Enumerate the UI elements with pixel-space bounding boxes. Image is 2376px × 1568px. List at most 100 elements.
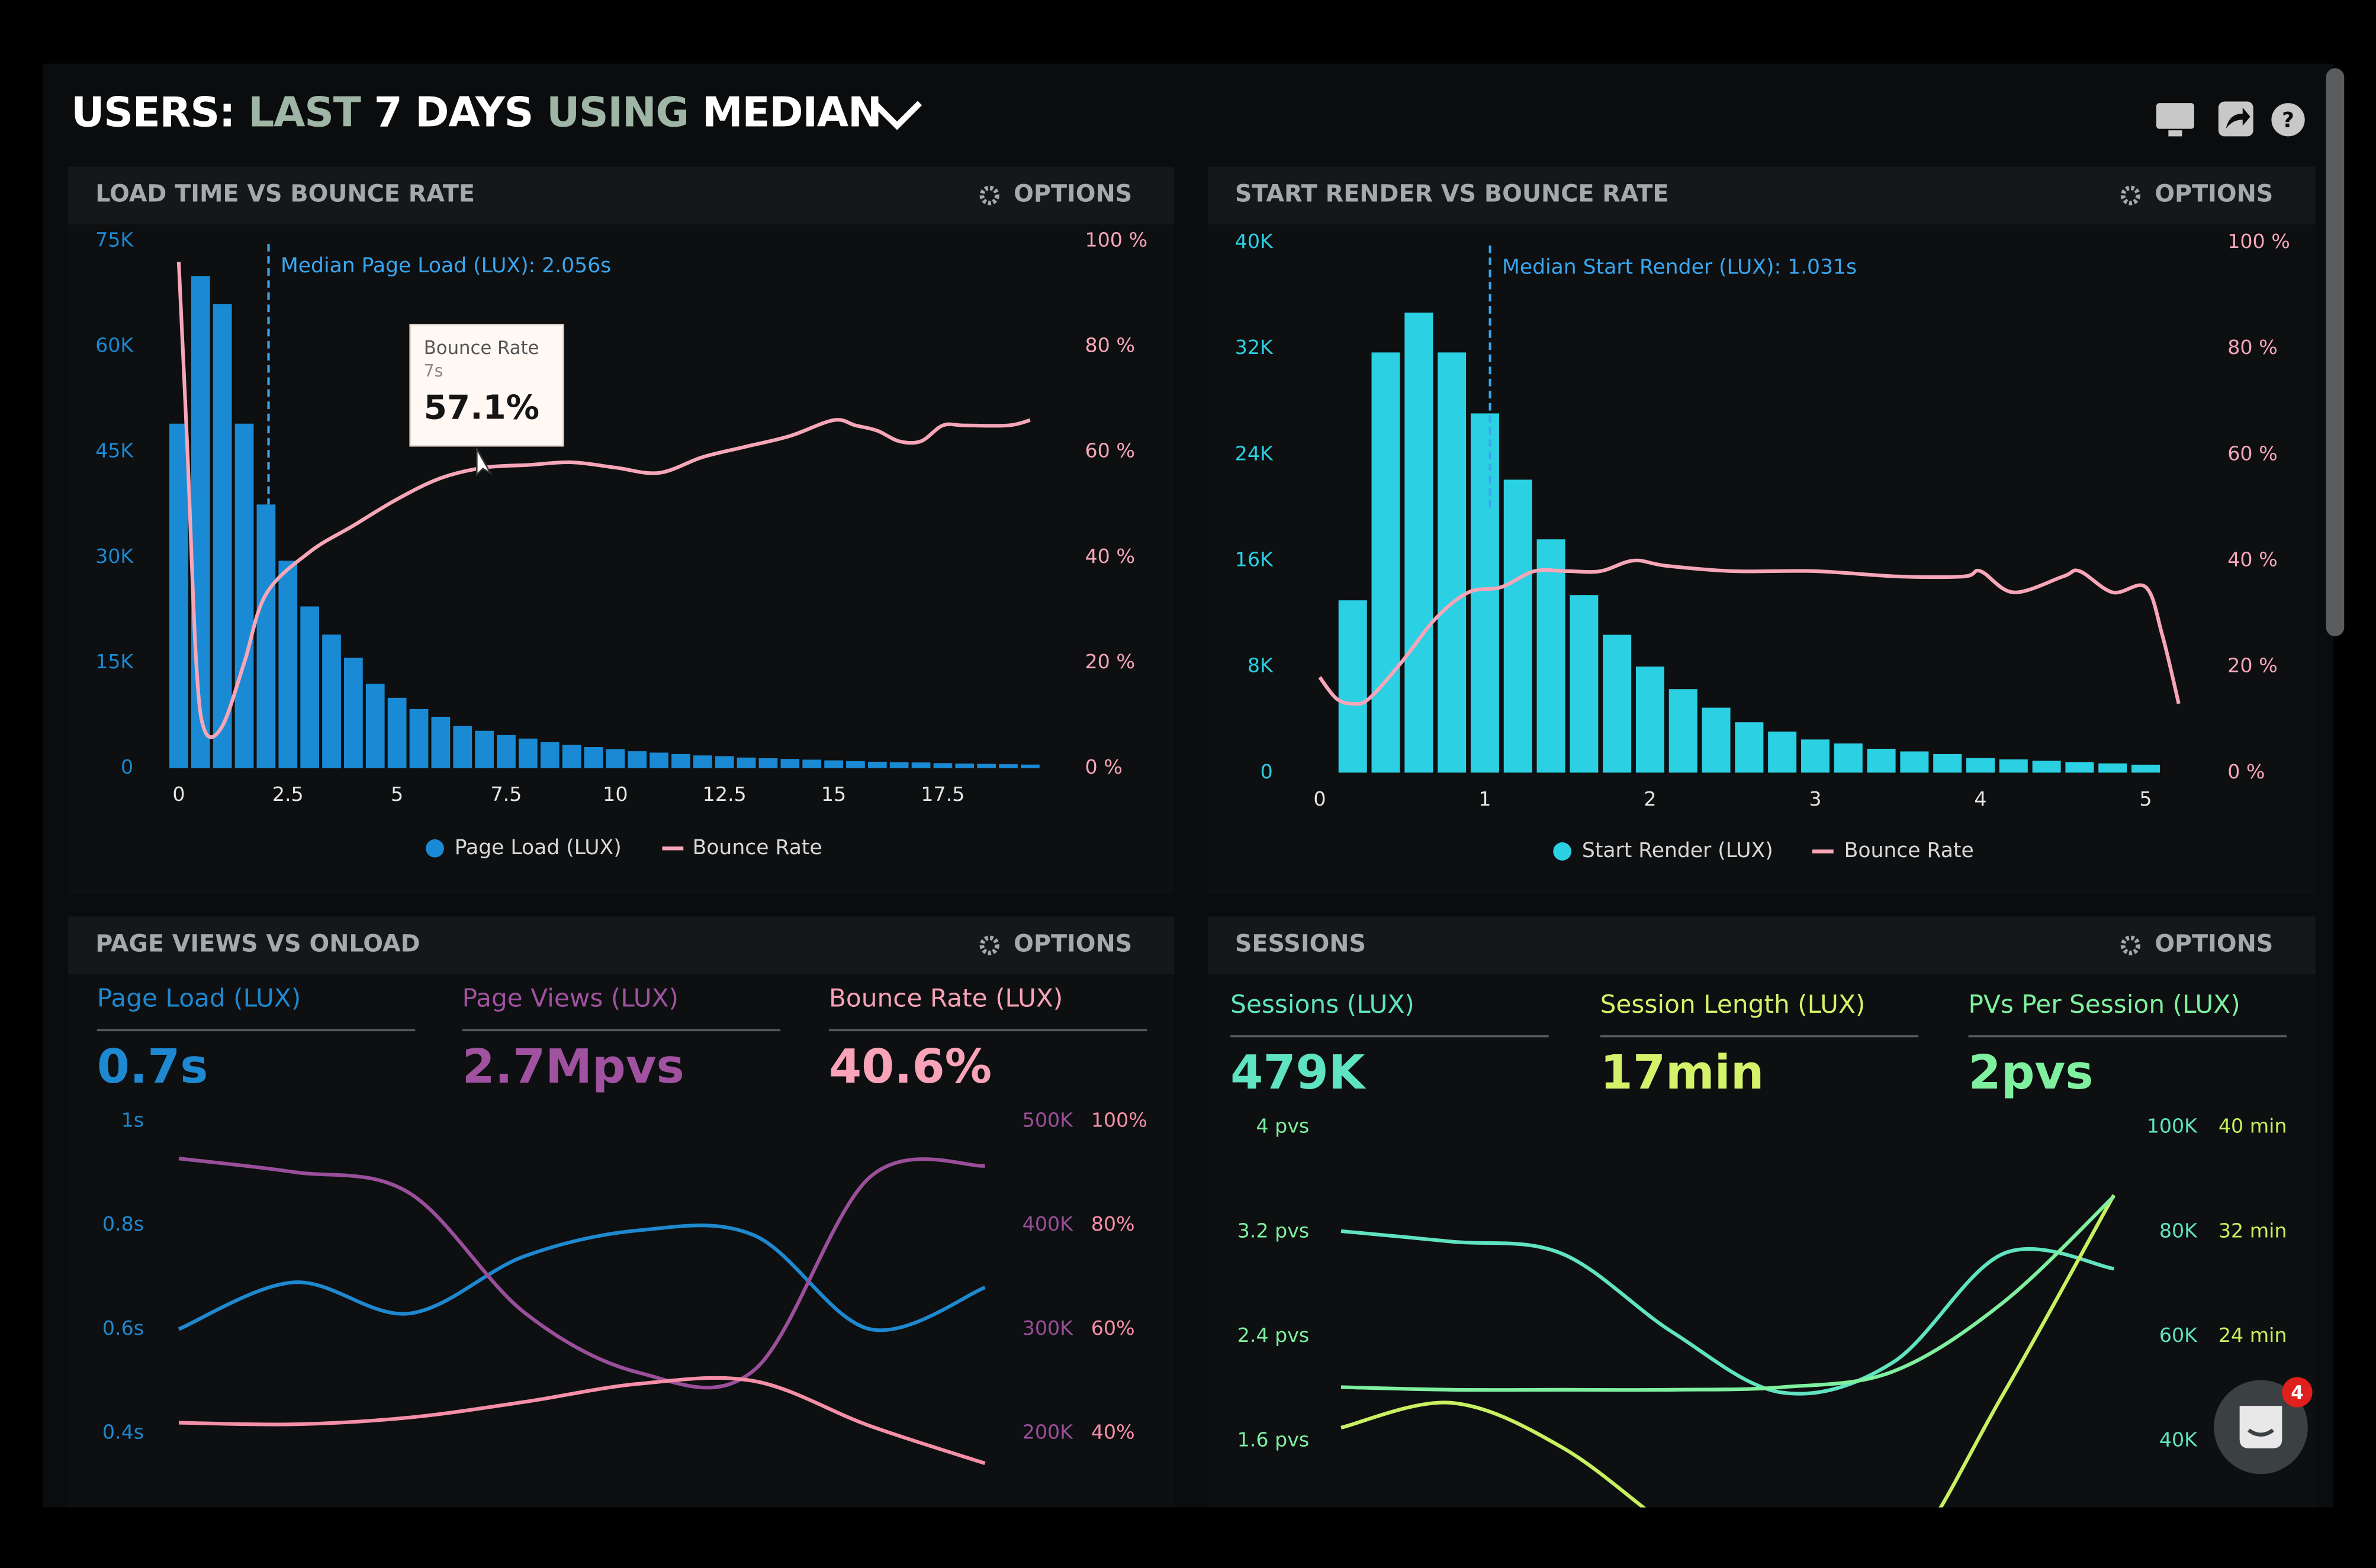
line [176, 262, 1031, 739]
y2-tick-label: 500K [1023, 1108, 1073, 1131]
bar [1768, 731, 1797, 773]
legend-label: Page Load (LUX) [455, 836, 622, 859]
y2-tick-label: 80 % [2227, 336, 2278, 359]
y2-tick-label: 20 % [1085, 650, 1135, 673]
gear-icon[interactable] [979, 935, 999, 955]
y-tick-label: 0.8s [102, 1212, 144, 1235]
bar [671, 754, 690, 768]
scrollbar[interactable] [2326, 68, 2345, 636]
bar [2065, 762, 2094, 773]
legend-label: Bounce Rate [1844, 839, 1974, 862]
title-part: USING [546, 89, 689, 137]
gear-icon[interactable] [979, 185, 999, 205]
kpi-label: PVs Per Session (LUX) [1969, 990, 2240, 1019]
x-tick-label: 15 [821, 783, 846, 806]
x-tick-label: 10 [603, 783, 628, 806]
title-part: LAST [248, 89, 361, 137]
y2-tick-label: 0 % [2227, 760, 2265, 783]
bar [2098, 763, 2127, 773]
line [1318, 558, 2181, 706]
options-button[interactable]: OPTIONS [1014, 931, 1132, 958]
bar [867, 761, 887, 768]
bar [344, 658, 363, 768]
y2-tick-label: 60K [2159, 1324, 2198, 1347]
x-tick-label: 2.5 [272, 783, 304, 806]
options-button[interactable]: OPTIONS [2155, 931, 2273, 958]
x-tick-label: 5 [2139, 787, 2152, 810]
median-annotation: Median Page Load (LUX): 2.056s [281, 254, 611, 278]
bar [519, 738, 538, 768]
bar [1438, 352, 1467, 773]
tooltip-value: 57.1% [424, 388, 539, 427]
bar [2131, 764, 2160, 773]
gear-icon[interactable] [2120, 935, 2141, 955]
y-tick-label: 8K [1248, 654, 1274, 677]
kpi-label: Sessions (LUX) [1230, 990, 1414, 1019]
legend-marker [1553, 842, 1572, 861]
y2-tick-label: 0 % [1085, 755, 1122, 778]
line [178, 1157, 985, 1390]
y2-tick-label: 80 % [1085, 334, 1135, 357]
panel-title: LOAD TIME VS BOUNCE RATE [95, 181, 475, 208]
x-tick-label: 2 [1644, 787, 1656, 810]
bar [365, 684, 385, 768]
y-tick-label: 16K [1235, 548, 1274, 571]
bar [628, 751, 647, 768]
kpi-value: 479K [1230, 1045, 1367, 1100]
bar [999, 764, 1018, 768]
tooltip-title: Bounce Rate [424, 337, 539, 359]
title-part: 7 DAYS [374, 89, 533, 137]
y-tick-label: 3.2 pvs [1237, 1219, 1310, 1242]
chat-badge: 4 [2291, 1382, 2303, 1403]
help-icon[interactable]: ? [2271, 103, 2305, 137]
panel-header [1207, 166, 2316, 224]
bar [1021, 764, 1040, 768]
y3-tick-label: 100% [1091, 1108, 1147, 1131]
chat-button[interactable]: 4 [2214, 1377, 2313, 1474]
kpi-label: Page Load (LUX) [97, 984, 301, 1013]
bar [540, 742, 560, 768]
y2-tick-label: 100K [2147, 1115, 2198, 1138]
y2-tick-label: 80K [2159, 1219, 2198, 1242]
y2-tick-label: 60 % [2227, 442, 2278, 465]
panel-header [68, 166, 1175, 224]
bar [278, 561, 298, 768]
bar [889, 762, 909, 768]
monitor-icon[interactable] [2156, 103, 2194, 137]
bar [562, 745, 581, 768]
y3-tick-label: 32 min [2219, 1219, 2287, 1242]
bar [1933, 754, 1962, 773]
page-title: USERS: LAST 7 DAYS USING MEDIAN [71, 89, 881, 137]
bar [1404, 313, 1433, 773]
options-button[interactable]: OPTIONS [1014, 181, 1132, 208]
share-icon[interactable] [2218, 101, 2253, 137]
title-part: USERS: [71, 89, 234, 137]
bar [453, 726, 472, 768]
bar [169, 423, 188, 768]
bar [213, 304, 232, 768]
bar [1834, 743, 1863, 773]
plot [1340, 1194, 2115, 1508]
legend-label: Start Render (LUX) [1582, 839, 1773, 862]
y-tick-label: 4 pvs [1256, 1115, 1309, 1138]
x-tick-label: 17.5 [921, 783, 964, 806]
bar [933, 763, 953, 768]
y2-tick-label: 40K [2159, 1428, 2198, 1451]
options-button[interactable]: OPTIONS [2155, 181, 2273, 208]
bar [1900, 751, 1929, 773]
kpi-value: 40.6% [829, 1039, 992, 1094]
bar [475, 730, 494, 768]
tooltip-x: 7s [424, 361, 443, 381]
legend-marker [426, 839, 444, 858]
kpi-label: Session Length (LUX) [1600, 990, 1866, 1019]
bar [1570, 595, 1599, 773]
bar [387, 697, 407, 768]
bar [1338, 600, 1367, 773]
gear-icon[interactable] [2120, 185, 2141, 205]
bar [737, 757, 756, 768]
dropdown-chevron[interactable] [872, 101, 922, 130]
kpi-value: 2pvs [1969, 1045, 2094, 1100]
bar [955, 763, 975, 768]
line [1340, 1229, 2114, 1396]
